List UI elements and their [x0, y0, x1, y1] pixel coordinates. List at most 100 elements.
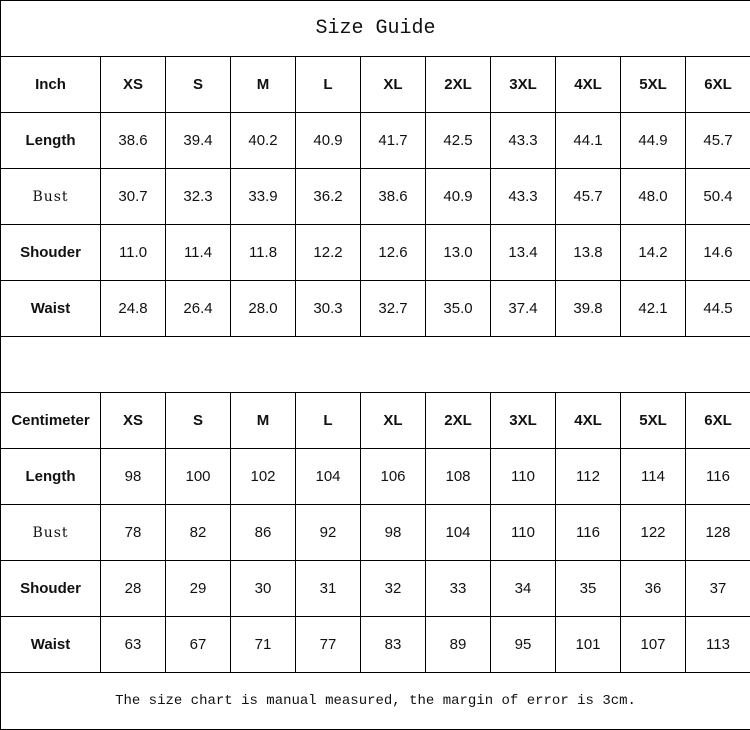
measurement-note: The size chart is manual measured, the m… — [0, 672, 750, 730]
table-row: Shouder 28 29 30 31 32 33 34 35 36 37 — [0, 560, 750, 617]
measurement-value: 35 — [555, 560, 621, 617]
table-row: Length 98 100 102 104 106 108 110 112 114 116 — [0, 448, 750, 505]
table-row: Bust 78 82 86 92 98 104 110 116 122 128 — [0, 504, 750, 561]
measurement-value: 50.4 — [684, 168, 750, 225]
measurement-value: 39.8 — [555, 280, 621, 337]
measurement-label: Bust — [0, 168, 101, 225]
size-header: M — [230, 56, 296, 113]
measurement-value: 104 — [295, 448, 361, 505]
measurement-value: 102 — [230, 448, 296, 505]
size-header: 6XL — [684, 56, 750, 113]
measurement-value: 33 — [425, 560, 491, 617]
measurement-value: 28 — [100, 560, 166, 617]
measurement-value: 95 — [490, 616, 556, 673]
measurement-value: 39.4 — [165, 112, 231, 169]
size-header: 4XL — [555, 392, 621, 449]
measurement-value: 12.6 — [360, 224, 426, 281]
measurement-value: 110 — [490, 448, 556, 505]
measurement-value: 36.2 — [295, 168, 361, 225]
table-row: Length 38.6 39.4 40.2 40.9 41.7 42.5 43.3 44.1 44… — [0, 112, 750, 169]
measurement-value: 71 — [230, 616, 296, 673]
measurement-value: 11.8 — [230, 224, 296, 281]
measurement-value: 67 — [165, 616, 231, 673]
measurement-value: 37.4 — [490, 280, 556, 337]
measurement-value: 116 — [555, 504, 621, 561]
measurement-value: 37 — [684, 560, 750, 617]
measurement-value: 43.3 — [490, 112, 556, 169]
measurement-value: 14.6 — [684, 224, 750, 281]
size-header: 3XL — [490, 392, 556, 449]
measurement-value: 107 — [620, 616, 686, 673]
measurement-value: 12.2 — [295, 224, 361, 281]
measurement-value: 98 — [360, 504, 426, 561]
size-header: XS — [100, 56, 166, 113]
measurement-value: 78 — [100, 504, 166, 561]
measurement-value: 44.5 — [684, 280, 750, 337]
measurement-value: 41.7 — [360, 112, 426, 169]
measurement-value: 38.6 — [360, 168, 426, 225]
measurement-value: 36 — [620, 560, 686, 617]
size-header: 2XL — [425, 392, 491, 449]
size-header: S — [165, 392, 231, 449]
size-header: 5XL — [620, 392, 686, 449]
measurement-value: 114 — [620, 448, 686, 505]
size-header: 5XL — [620, 56, 686, 113]
note-row: The size chart is manual measured, the m… — [0, 672, 750, 730]
measurement-value: 112 — [555, 448, 621, 505]
unit-label: Centimeter — [0, 392, 101, 449]
measurement-value: 30.3 — [295, 280, 361, 337]
measurement-value: 122 — [620, 504, 686, 561]
measurement-value: 63 — [100, 616, 166, 673]
measurement-label: Waist — [0, 280, 101, 337]
measurement-value: 128 — [684, 504, 750, 561]
measurement-value: 29 — [165, 560, 231, 617]
measurement-value: 101 — [555, 616, 621, 673]
size-header: XS — [100, 392, 166, 449]
measurement-value: 45.7 — [684, 112, 750, 169]
measurement-value: 30.7 — [100, 168, 166, 225]
measurement-value: 86 — [230, 504, 296, 561]
measurement-value: 26.4 — [165, 280, 231, 337]
table-row: Waist 24.8 26.4 28.0 30.3 32.7 35.0 37.4 39.8 42.… — [0, 280, 750, 337]
inch-header-row: Inch XS S M L XL 2XL 3XL 4XL 5XL 6XL — [0, 56, 750, 113]
measurement-value: 77 — [295, 616, 361, 673]
measurement-value: 104 — [425, 504, 491, 561]
measurement-value: 40.9 — [295, 112, 361, 169]
unit-label: Inch — [0, 56, 101, 113]
measurement-value: 116 — [684, 448, 750, 505]
measurement-value: 110 — [490, 504, 556, 561]
table-row: Shouder 11.0 11.4 11.8 12.2 12.6 13.0 13.4 13.8 1… — [0, 224, 750, 281]
measurement-label: Shouder — [0, 224, 101, 281]
measurement-label: Shouder — [0, 560, 101, 617]
measurement-value: 13.4 — [490, 224, 556, 281]
table-row: Waist 63 67 71 77 83 89 95 101 107 113 — [0, 616, 750, 673]
size-header: S — [165, 56, 231, 113]
size-header: M — [230, 392, 296, 449]
page-title: Size Guide — [0, 0, 750, 57]
spacer-row — [0, 336, 750, 393]
size-header: XL — [360, 392, 426, 449]
measurement-value: 44.9 — [620, 112, 686, 169]
measurement-label: Length — [0, 112, 101, 169]
size-header: 3XL — [490, 56, 556, 113]
size-header: 4XL — [555, 56, 621, 113]
measurement-value: 33.9 — [230, 168, 296, 225]
measurement-value: 31 — [295, 560, 361, 617]
measurement-value: 28.0 — [230, 280, 296, 337]
measurement-value: 42.5 — [425, 112, 491, 169]
measurement-value: 30 — [230, 560, 296, 617]
measurement-value: 43.3 — [490, 168, 556, 225]
measurement-value: 35.0 — [425, 280, 491, 337]
title-row: Size Guide — [0, 0, 750, 57]
size-header: L — [295, 392, 361, 449]
measurement-value: 32 — [360, 560, 426, 617]
measurement-value: 83 — [360, 616, 426, 673]
measurement-value: 44.1 — [555, 112, 621, 169]
measurement-value: 108 — [425, 448, 491, 505]
measurement-value: 98 — [100, 448, 166, 505]
spacer-cell — [0, 336, 750, 393]
measurement-value: 82 — [165, 504, 231, 561]
measurement-value: 106 — [360, 448, 426, 505]
measurement-value: 32.7 — [360, 280, 426, 337]
